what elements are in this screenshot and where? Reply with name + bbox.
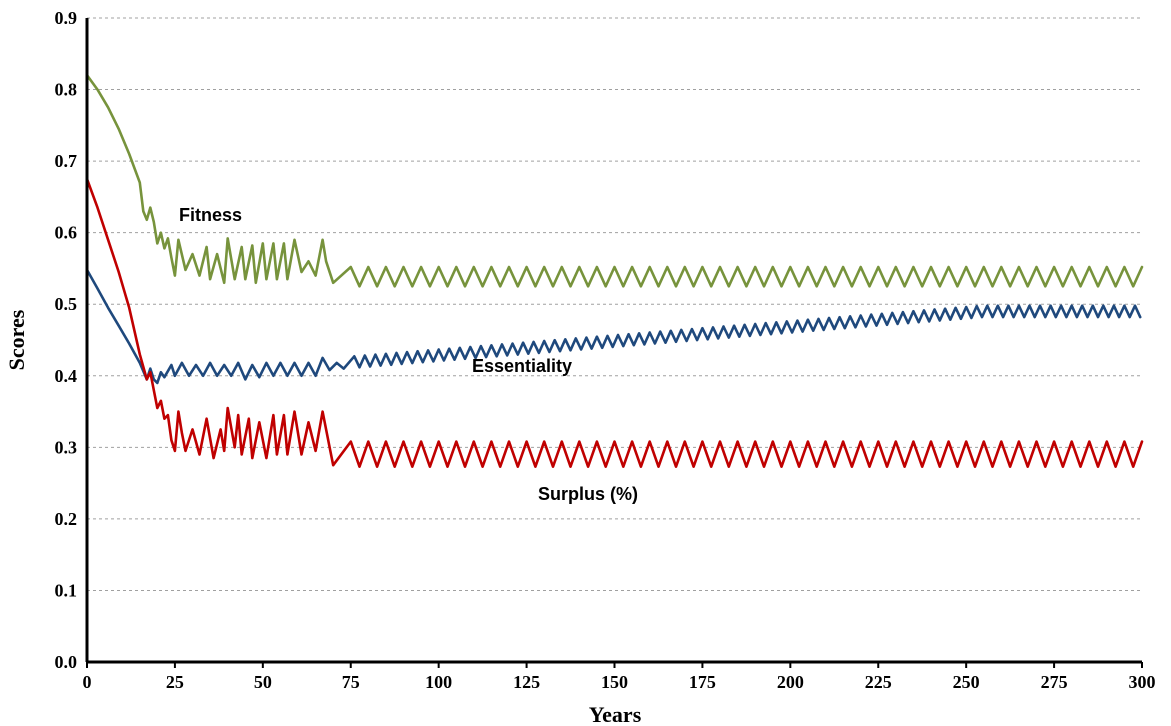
tick-labels: 0.0 0.1 0.2 0.3 0.4 0.5 0.6 0.7 0.8 0.9 0 25 50 75 100…	[55, 8, 1156, 692]
y-tick-label: 0.0	[55, 652, 78, 672]
series-lines	[85, 73, 1144, 468]
y-tick-label: 0.3	[55, 437, 78, 457]
y-tick-label: 0.1	[55, 580, 78, 600]
y-axis-title: Scores	[4, 309, 29, 370]
series-line-fitness	[85, 73, 1144, 288]
series-label-fitness: Fitness	[179, 205, 242, 225]
x-tick-label: 225	[865, 672, 892, 692]
series-line-essentiality	[85, 268, 1142, 385]
x-tick-label: 150	[601, 672, 628, 692]
x-tick-label: 300	[1129, 672, 1156, 692]
x-tick-label: 275	[1041, 672, 1068, 692]
series-label-surplus: Surplus (%)	[538, 484, 638, 504]
x-tick-label: 250	[953, 672, 980, 692]
x-tick-label: 175	[689, 672, 716, 692]
y-tick-label: 0.8	[55, 80, 78, 100]
x-tick-label: 0	[83, 672, 92, 692]
series-labels: Fitness Essentiality Surplus (%)	[179, 205, 638, 504]
x-tick-label: 25	[166, 672, 184, 692]
y-tick-label: 0.2	[55, 509, 78, 529]
y-tick-label: 0.6	[55, 223, 78, 243]
x-tick-label: 100	[425, 672, 452, 692]
series-line-surplus	[85, 177, 1144, 468]
series-label-essentiality: Essentiality	[472, 356, 572, 376]
y-tick-label: 0.9	[55, 8, 78, 28]
y-tick-label: 0.4	[55, 366, 78, 386]
y-tick-label: 0.7	[55, 151, 78, 171]
grid-lines	[87, 17, 1142, 591]
y-tick-label: 0.5	[55, 294, 78, 314]
x-tick-label: 75	[342, 672, 360, 692]
x-tick-label: 125	[513, 672, 540, 692]
x-tick-label: 50	[254, 672, 272, 692]
x-tick-label: 200	[777, 672, 804, 692]
x-axis-title: Years	[589, 702, 642, 726]
axes	[85, 18, 1143, 668]
